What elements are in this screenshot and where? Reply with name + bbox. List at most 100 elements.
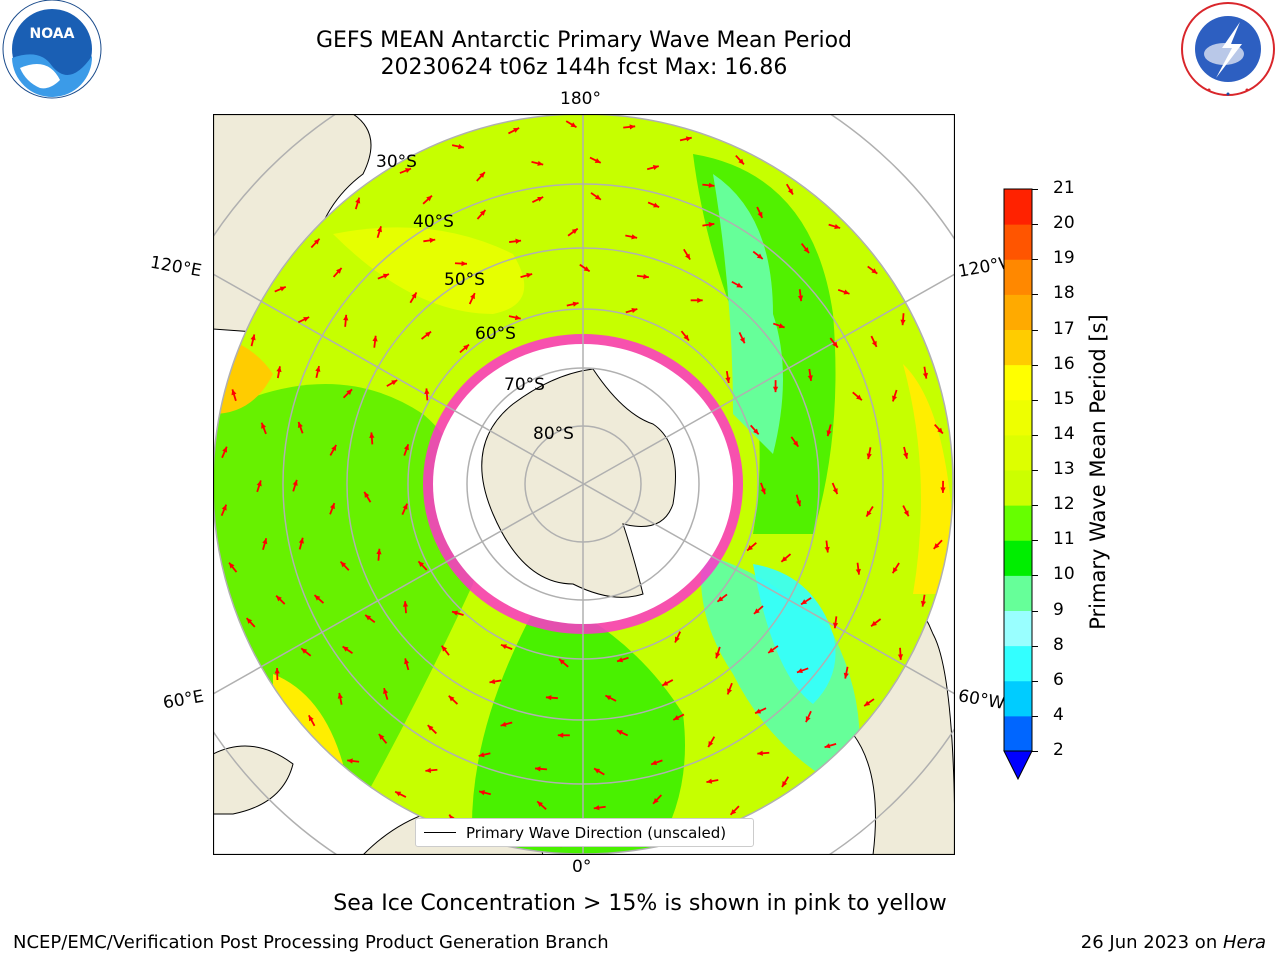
- wave-arrow-head: [730, 809, 737, 815]
- wave-arrow-head: [342, 646, 349, 652]
- wave-arrow-head: [855, 568, 861, 575]
- colorbar-tick-mark: [1032, 259, 1038, 261]
- colorbar-tick-label: 16: [1053, 353, 1075, 374]
- lon-label-180: 180°: [560, 89, 601, 109]
- colorbar-tick-label: 4: [1053, 704, 1064, 725]
- wave-arrow-head: [537, 801, 543, 807]
- wave-arrow-head: [276, 595, 282, 602]
- wave-arrow-head: [697, 297, 703, 303]
- colorbar-tick-mark: [1032, 364, 1038, 366]
- wave-arrow-head: [221, 504, 227, 511]
- wave-arrow-head: [652, 164, 659, 171]
- wave-arrow-head: [427, 725, 434, 731]
- wave-arrow-head: [313, 238, 320, 245]
- colorbar-segment: [1004, 680, 1032, 717]
- colorbar-tick-label: 20: [1053, 213, 1075, 234]
- wave-arrow-head: [685, 136, 692, 142]
- wave-arrow-head: [940, 487, 946, 493]
- wave-arrow-head: [903, 452, 909, 459]
- wave-arrow-head: [395, 791, 402, 797]
- wave-arrow-head: [478, 752, 485, 758]
- sea-ice-caption: Sea Ice Concentration > 15% is shown in …: [333, 891, 947, 916]
- wave-arrow-head: [463, 344, 469, 351]
- wave-arrow-head: [856, 394, 862, 401]
- colorbar-segment: [1004, 399, 1032, 436]
- wave-arrow-head: [787, 188, 793, 195]
- wave-arrow-head: [347, 758, 353, 764]
- graticule: [213, 114, 955, 855]
- wave-arrow-head: [760, 488, 766, 495]
- map-panel: [213, 114, 955, 855]
- wave-arrow-head: [922, 372, 929, 379]
- wave-arrow-head: [747, 545, 753, 551]
- colorbar-segment: [1004, 329, 1032, 366]
- legend-label: Primary Wave Direction (unscaled): [466, 823, 727, 842]
- wave-arrow-head: [617, 657, 624, 663]
- wave-arrow-head: [405, 168, 412, 174]
- wave-arrow-head: [753, 428, 759, 435]
- lat-label-50s: 50°S: [444, 270, 485, 290]
- colorbar-segment: [1004, 645, 1032, 682]
- wave-arrow-head: [768, 647, 775, 653]
- wave-arrow-head: [778, 323, 785, 329]
- wave-arrow-head: [739, 337, 745, 344]
- colorbar-tick-label: 18: [1053, 283, 1075, 304]
- wave-arrow-head: [653, 202, 660, 208]
- wave-arrow-head: [708, 741, 714, 748]
- wave-arrow-head: [756, 253, 763, 259]
- colorbar-tick-mark: [1032, 189, 1038, 190]
- wave-arrow-head: [365, 615, 372, 621]
- wave-arrow-head: [605, 695, 612, 701]
- wave-arrow-head: [629, 124, 636, 130]
- colorbar-tick-label: 9: [1053, 599, 1064, 620]
- colorbar-tick-label: 13: [1053, 459, 1075, 479]
- colorbar-tick-mark: [1032, 470, 1038, 471]
- wave-arrow-head: [376, 548, 382, 555]
- wave-arrow-head: [892, 567, 898, 574]
- wave-arrow-head: [772, 386, 779, 393]
- wave-arrow-head: [583, 266, 590, 272]
- wave-arrow-head: [402, 601, 409, 607]
- colorbar-tick-label: 19: [1053, 248, 1075, 269]
- wave-arrow-head: [572, 301, 579, 307]
- wave-arrow-head: [871, 620, 877, 627]
- wave-arrow-head: [537, 196, 544, 202]
- colorbar-segment: [1004, 434, 1032, 471]
- colorbar-tick-mark: [1032, 575, 1038, 577]
- wave-arrow-head: [441, 645, 448, 652]
- wave-arrow-head: [535, 766, 541, 772]
- footer-date: 26 Jun 2023 on Hera: [1081, 932, 1266, 953]
- wave-arrow-head: [832, 622, 839, 629]
- wave-arrow-head: [757, 211, 763, 218]
- wave-arrow-head: [292, 479, 298, 486]
- colorbar-segment: [1004, 189, 1032, 225]
- wave-arrow-head: [937, 427, 943, 434]
- wave-arrow-head: [403, 444, 409, 451]
- wave-arrow-head: [738, 158, 744, 165]
- wave-arrow-head: [425, 331, 432, 338]
- wave-arrow-head: [706, 778, 713, 784]
- wave-arrow-head: [653, 798, 659, 804]
- wave-arrow-head: [250, 334, 256, 341]
- wave-arrow-head: [793, 440, 799, 447]
- colorbar-segment: [1004, 224, 1032, 260]
- wave-arrow-head: [337, 692, 343, 699]
- wave-arrow-head: [753, 608, 760, 614]
- wave-arrow-head: [545, 695, 552, 701]
- wave-arrow-head: [261, 422, 267, 429]
- map-frame: [213, 114, 955, 855]
- footer-credit: NCEP/EMC/Verification Post Processing Pr…: [13, 932, 609, 953]
- wave-arrow-head: [336, 268, 342, 274]
- colorbar-segment: [1004, 294, 1032, 330]
- lat-label-80s: 80°S: [533, 424, 574, 444]
- colorbar-tick-label: 17: [1053, 318, 1075, 339]
- wave-arrow-head: [631, 308, 638, 314]
- wave-arrow-head: [418, 561, 425, 568]
- wave-arrow-head: [382, 273, 389, 279]
- wave-arrow-head: [920, 600, 927, 607]
- colorbar-tick-mark: [1032, 399, 1038, 401]
- wave-arrow-head: [369, 432, 375, 439]
- svg-text:NOAA: NOAA: [30, 26, 75, 42]
- wave-arrow-head: [515, 238, 522, 244]
- wave-arrow-head: [470, 293, 475, 300]
